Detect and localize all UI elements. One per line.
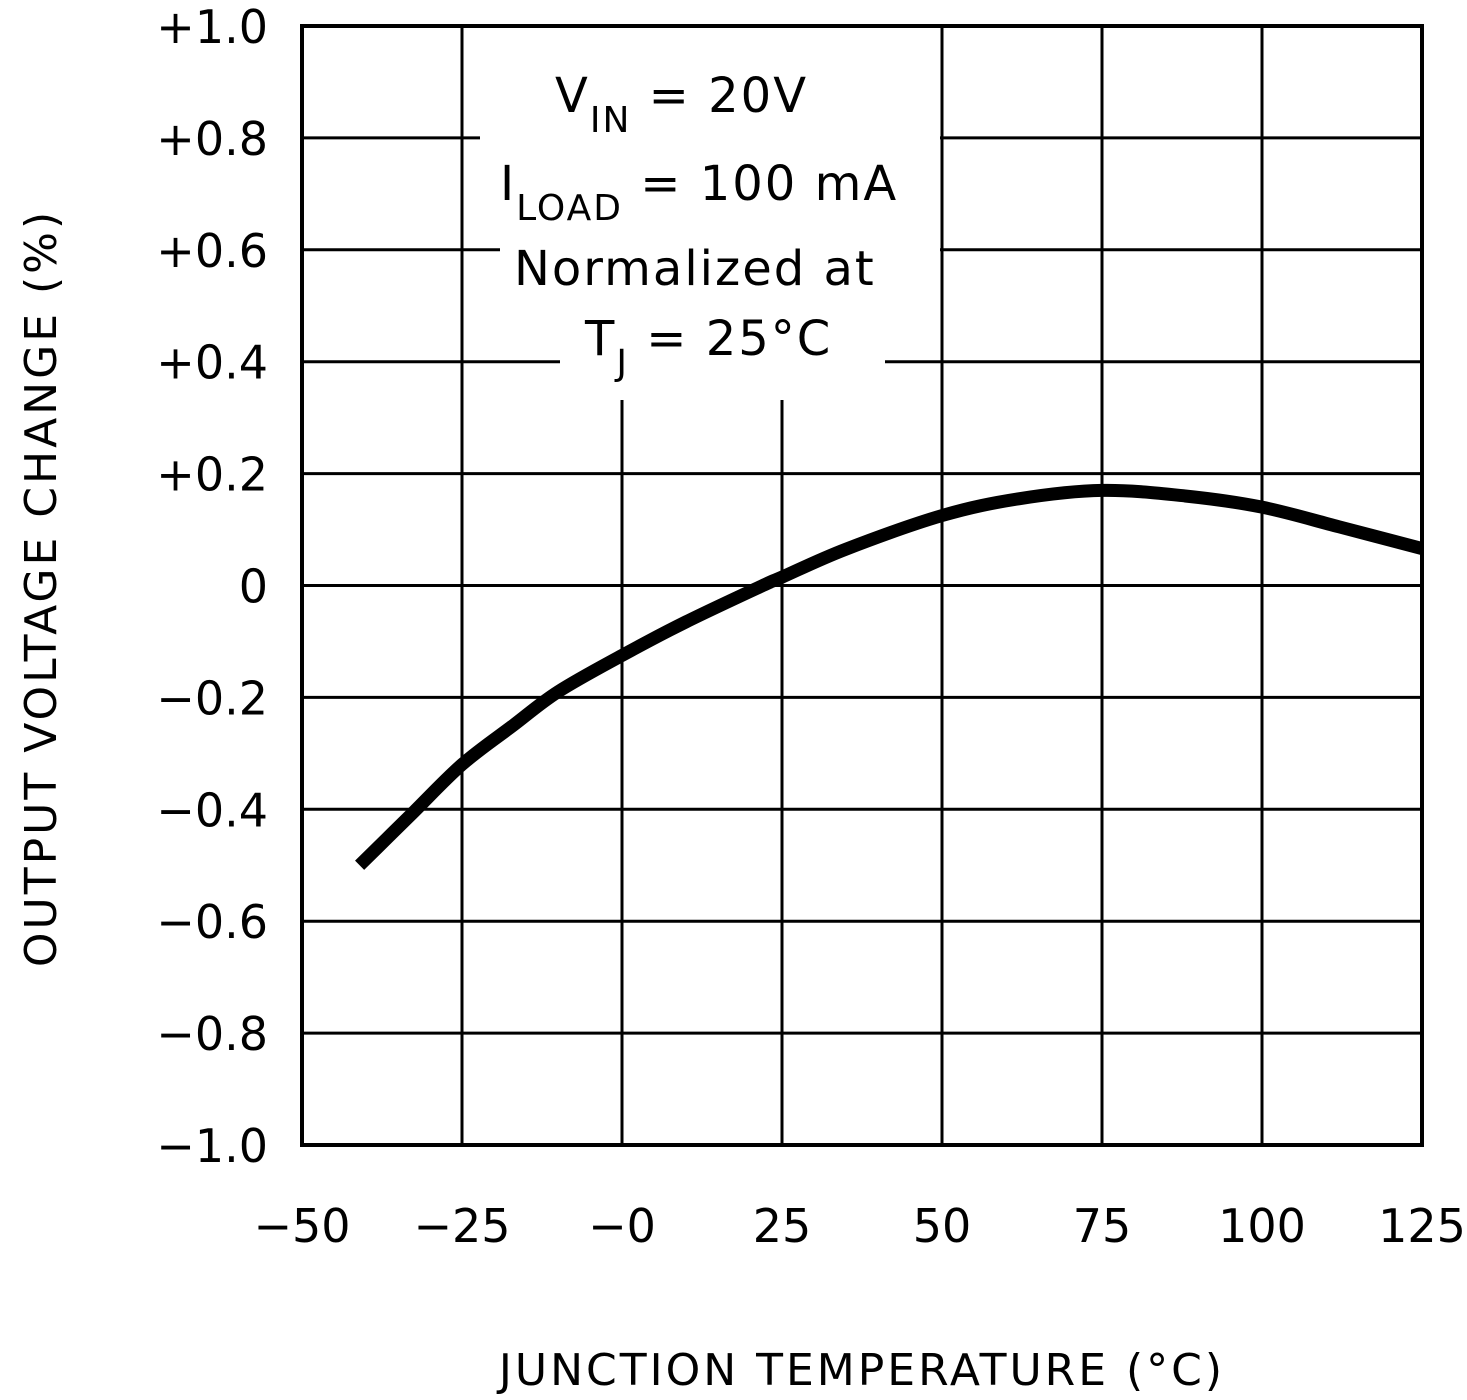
- y-axis-label: OUTPUT VOLTAGE CHANGE (%): [16, 209, 67, 967]
- plot-frame: [300, 24, 1424, 1147]
- y-tick-label: 0: [239, 560, 268, 614]
- y-tick-label: −0.2: [156, 671, 268, 725]
- x-tick-label: 25: [753, 1199, 812, 1253]
- y-tick-label: −1.0: [156, 1119, 268, 1173]
- curve: [355, 483, 1424, 870]
- x-tick-label: 125: [1378, 1199, 1466, 1253]
- annotation: VIN = 20V ILOAD = 100 mA Normalized at T…: [500, 68, 898, 384]
- x-tick-label: −25: [413, 1199, 510, 1253]
- x-tick-label: −50: [253, 1199, 350, 1253]
- annotation-normalized: Normalized at: [514, 241, 876, 297]
- y-tick-label: +0.6: [156, 224, 268, 278]
- y-tick-label: −0.6: [156, 895, 268, 949]
- series-line: [355, 483, 1424, 870]
- y-tick-label: +0.2: [156, 448, 268, 502]
- annotation-tj: TJ = 25°C: [584, 311, 832, 384]
- y-tick-label: −0.4: [156, 783, 268, 837]
- x-tick-labels: −50 −25 −0 25 50 75 100 125: [253, 1199, 1465, 1253]
- x-tick-label: 75: [1073, 1199, 1132, 1253]
- y-tick-label: +0.8: [156, 112, 268, 166]
- annotation-iload: ILOAD = 100 mA: [500, 156, 898, 229]
- y-tick-label: +0.4: [156, 336, 268, 390]
- y-tick-label: +1.0: [156, 0, 268, 54]
- x-tick-label: −0: [588, 1199, 656, 1253]
- x-tick-label: 50: [913, 1199, 972, 1253]
- x-axis-label: JUNCTION TEMPERATURE (°C): [496, 1345, 1225, 1396]
- grid: [300, 24, 1424, 1147]
- y-tick-label: −0.8: [156, 1007, 268, 1061]
- x-tick-label: 100: [1218, 1199, 1306, 1253]
- y-tick-labels: +1.0 +0.8 +0.6 +0.4 +0.2 0 −0.2 −0.4 −0.6 −0.8 −1.…: [156, 0, 268, 1173]
- annotation-vin: VIN = 20V: [555, 68, 808, 141]
- annotation-background: [480, 28, 940, 400]
